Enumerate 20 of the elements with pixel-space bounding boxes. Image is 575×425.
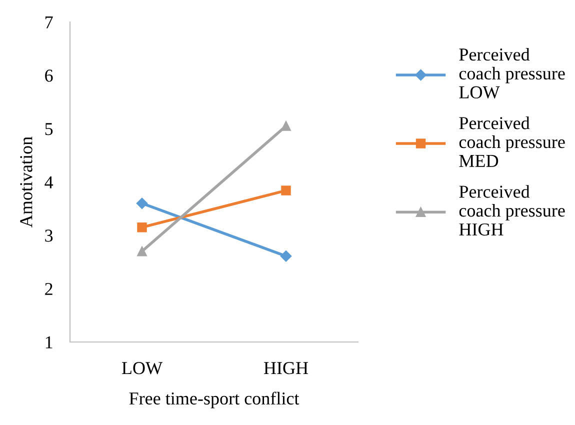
y-axis-title: Amotivation — [20, 136, 32, 228]
legend-label: Perceived coach pressure HIGH — [459, 185, 565, 236]
legend-label: Perceived coach pressure MED — [459, 116, 565, 167]
y-tick-label: 7 — [45, 16, 53, 28]
y-tick-label: 6 — [45, 70, 53, 82]
point — [137, 222, 147, 232]
y-tick-label: 5 — [45, 123, 53, 136]
point — [281, 121, 291, 131]
y-tick-label: 4 — [44, 176, 54, 188]
point — [136, 198, 148, 209]
x-tick-label: HIGH — [264, 362, 308, 374]
x-axis-title: Free time-sport conflict — [129, 392, 300, 408]
y-tick-label: 1 — [46, 336, 52, 348]
x-tick-label: LOW — [122, 362, 163, 374]
point — [280, 250, 292, 262]
y-tick-label: 3 — [45, 230, 53, 242]
point — [137, 246, 147, 256]
y-tick-label: 2 — [45, 282, 52, 295]
legend-label: Perceived coach pressure LOW — [459, 48, 565, 99]
point — [281, 186, 291, 196]
